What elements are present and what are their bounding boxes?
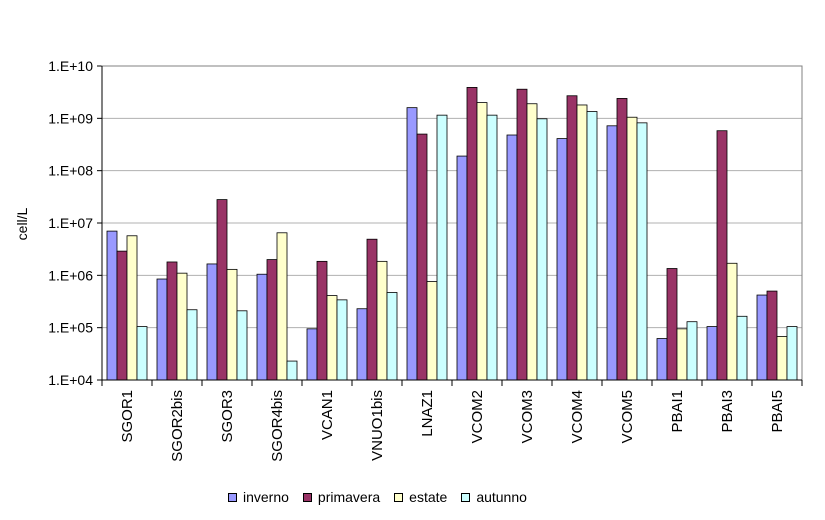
x-category-label: VCAN1 bbox=[319, 390, 336, 440]
legend-label: autunno bbox=[476, 489, 527, 505]
bar-inverno-VCOM2 bbox=[456, 155, 468, 381]
legend-label: primavera bbox=[317, 489, 381, 505]
bar-autunno-PBAI1 bbox=[686, 321, 698, 381]
bar-inverno-PBAI1 bbox=[656, 338, 668, 381]
x-category-label: VCOM3 bbox=[519, 390, 536, 443]
bar-estate-VCOM3 bbox=[526, 103, 538, 381]
bar-estate-SGOR1 bbox=[126, 235, 138, 381]
x-category-labels: SGOR1 SGOR2bis SGOR3 SGOR4bis VCAN1 VNUO1bis L… bbox=[119, 390, 786, 462]
bar-primavera-LNAZ1 bbox=[416, 133, 428, 381]
legend-label: estate bbox=[409, 489, 448, 505]
bar-inverno-SGOR4bis bbox=[256, 273, 268, 381]
bar-inverno-VCOM5 bbox=[606, 125, 618, 381]
legend-swatch bbox=[394, 492, 404, 502]
bar-autunno-VCOM5 bbox=[636, 122, 648, 381]
y-tick-label: 1.E+06 bbox=[48, 267, 93, 283]
bar-primavera-VCAN1 bbox=[316, 260, 328, 381]
bar-primavera-VCOM5 bbox=[616, 98, 628, 381]
bar-autunno-SGOR4bis bbox=[286, 360, 298, 381]
x-category-label: PBAI1 bbox=[669, 390, 686, 433]
bar-inverno-SGOR1 bbox=[106, 230, 118, 381]
bar-autunno-VNUO1bis bbox=[386, 292, 398, 381]
legend: inverno primavera estate autunno bbox=[228, 489, 541, 505]
bar-inverno-VCAN1 bbox=[306, 328, 318, 381]
bar-estate-VCAN1 bbox=[326, 295, 338, 381]
bar-primavera-PBAI5 bbox=[766, 290, 778, 381]
legend-item-primavera: primavera bbox=[302, 489, 381, 505]
y-tick-label: 1.E+09 bbox=[48, 110, 93, 126]
bar-primavera-SGOR3 bbox=[216, 199, 228, 381]
y-tick-label: 1.E+04 bbox=[48, 372, 93, 388]
bar-inverno-SGOR2bis bbox=[156, 278, 168, 381]
bar-autunno-VCOM4 bbox=[586, 111, 598, 381]
bar-inverno-PBAI5 bbox=[756, 294, 768, 381]
bar-inverno-LNAZ1 bbox=[406, 107, 418, 381]
y-tick-label: 1.E+05 bbox=[48, 320, 93, 336]
bar-primavera-PBAI3 bbox=[716, 130, 728, 381]
bar-autunno-VCOM3 bbox=[536, 118, 548, 381]
bar-inverno-SGOR3 bbox=[206, 263, 218, 381]
legend-item-estate: estate bbox=[394, 489, 447, 505]
x-category-label: VCOM2 bbox=[469, 390, 486, 443]
bar-inverno-VCOM3 bbox=[506, 134, 518, 381]
bar-primavera-VNUO1bis bbox=[366, 238, 378, 381]
bar-primavera-SGOR2bis bbox=[166, 261, 178, 381]
x-category-label: VNUO1bis bbox=[369, 390, 386, 461]
x-category-label: VCOM5 bbox=[619, 390, 636, 443]
bar-inverno-PBAI3 bbox=[706, 326, 718, 381]
x-category-label: SGOR1 bbox=[119, 390, 136, 443]
x-category-label: PBAI5 bbox=[769, 390, 786, 433]
bar-autunno-LNAZ1 bbox=[436, 114, 448, 381]
bar-estate-VCOM5 bbox=[626, 116, 638, 381]
bars bbox=[106, 87, 798, 381]
bar-estate-PBAI3 bbox=[726, 262, 738, 381]
bar-inverno-VCOM4 bbox=[556, 138, 568, 381]
y-tick-labels: 1.E+04 1.E+05 1.E+06 1.E+07 1.E+08 1.E+09 1.E+… bbox=[48, 58, 93, 388]
bar-autunno-PBAI3 bbox=[736, 315, 748, 381]
y-axis-title: cell/L bbox=[14, 207, 30, 240]
bar-estate-VCOM4 bbox=[576, 104, 588, 381]
bar-autunno-SGOR3 bbox=[236, 310, 248, 381]
x-category-label: VCOM4 bbox=[569, 390, 586, 443]
bar-estate-SGOR2bis bbox=[176, 272, 188, 381]
x-category-label: SGOR2bis bbox=[169, 390, 186, 462]
bar-primavera-SGOR1 bbox=[116, 250, 128, 381]
bar-estate-LNAZ1 bbox=[426, 281, 438, 381]
x-category-label: LNAZ1 bbox=[419, 390, 436, 437]
x-category-label: SGOR4bis bbox=[269, 390, 286, 462]
y-tick-label: 1.E+08 bbox=[48, 163, 93, 179]
bar-primavera-VCOM2 bbox=[466, 87, 478, 381]
x-category-label: SGOR3 bbox=[219, 390, 236, 443]
legend-label: inverno bbox=[243, 489, 289, 505]
y-tick-label: 1.E+07 bbox=[48, 215, 93, 231]
bar-estate-VCOM2 bbox=[476, 102, 488, 381]
bar-autunno-SGOR2bis bbox=[186, 309, 198, 381]
bar-autunno-SGOR1 bbox=[136, 326, 148, 381]
y-tick-label: 1.E+10 bbox=[48, 58, 93, 74]
legend-swatch bbox=[461, 492, 471, 502]
bar-estate-SGOR4bis bbox=[276, 232, 288, 381]
bar-estate-SGOR3 bbox=[226, 268, 238, 381]
bar-primavera-SGOR4bis bbox=[266, 259, 278, 381]
bar-inverno-VNUO1bis bbox=[356, 308, 368, 381]
bar-autunno-PBAI5 bbox=[786, 326, 798, 381]
legend-item-autunno: autunno bbox=[461, 489, 527, 505]
bar-primavera-VCOM3 bbox=[516, 88, 528, 381]
bar-estate-VNUO1bis bbox=[376, 260, 388, 381]
legend-swatch bbox=[228, 492, 237, 502]
bar-primavera-PBAI1 bbox=[666, 268, 678, 381]
x-category-label: PBAI3 bbox=[719, 390, 736, 433]
bar-estate-PBAI1 bbox=[676, 328, 688, 381]
legend-item-inverno: inverno bbox=[228, 489, 289, 505]
bar-primavera-VCOM4 bbox=[566, 95, 578, 381]
bar-estate-PBAI5 bbox=[776, 336, 788, 381]
legend-swatch bbox=[302, 492, 312, 502]
axes bbox=[101, 65, 803, 386]
bar-autunno-VCAN1 bbox=[336, 299, 348, 381]
bar-autunno-VCOM2 bbox=[486, 114, 498, 381]
